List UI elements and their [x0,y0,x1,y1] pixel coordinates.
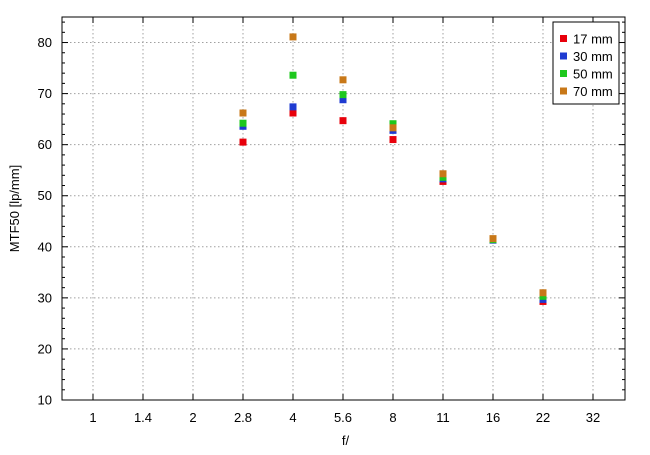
data-point [289,103,297,111]
data-point [239,138,247,146]
x-tick-label: 32 [586,410,600,425]
y-tick-label: 10 [38,393,52,408]
data-point [389,120,397,128]
y-tick-label: 60 [38,137,52,152]
y-tick-label: 30 [38,290,52,305]
data-point [439,173,447,181]
x-tick-label: 5.6 [334,410,352,425]
data-point [539,289,547,297]
legend-label: 30 mm [573,49,613,64]
legend-swatch [560,52,567,60]
legend-swatch [560,70,567,77]
y-tick-labels: 10 20 30 40 50 60 70 80 [38,35,52,407]
x-tick-label: 2 [189,410,196,425]
y-tick-label: 50 [38,188,52,203]
legend: 17 mm 30 mm 50 mm 70 mm [552,21,620,105]
x-tick-label: 22 [536,410,550,425]
data-point [539,292,547,300]
grid-lines [62,17,625,401]
axis-ticks [62,17,625,401]
x-tick-label: 4 [289,410,296,425]
x-tick-label: 16 [486,410,500,425]
data-points [239,33,547,305]
legend-label: 17 mm [573,32,613,47]
data-point [239,109,247,117]
data-point [339,96,347,104]
y-tick-label: 20 [38,341,52,356]
data-point [239,119,247,127]
data-point [389,124,397,132]
x-tick-label: 2.8 [234,410,252,425]
data-point [339,91,347,99]
data-point [289,33,297,41]
x-tick-label: 11 [436,410,450,425]
legend-label: 70 mm [573,84,613,99]
y-axis-title: MTF50 [lp/mm] [7,165,22,252]
data-point [439,170,447,178]
data-point [489,235,497,243]
legend-swatch [560,87,567,95]
data-point [289,109,297,117]
x-tick-labels: 1 1.4 2 2.8 4 5.6 8 11 16 22 32 [89,410,600,425]
x-tick-label: 1 [89,410,96,425]
legend-label: 50 mm [573,67,613,82]
data-point [339,76,347,84]
y-tick-label: 40 [38,239,52,254]
x-axis-title: f/ [342,433,350,448]
legend-swatch [560,35,567,42]
y-tick-label: 80 [38,35,52,50]
data-point [289,71,297,79]
x-tick-label: 1.4 [134,410,152,425]
y-tick-label: 70 [38,86,52,101]
x-tick-label: 8 [389,410,396,425]
data-point [339,117,347,125]
legend-items: 17 mm 30 mm 50 mm 70 mm [560,32,613,99]
data-point [389,136,397,144]
